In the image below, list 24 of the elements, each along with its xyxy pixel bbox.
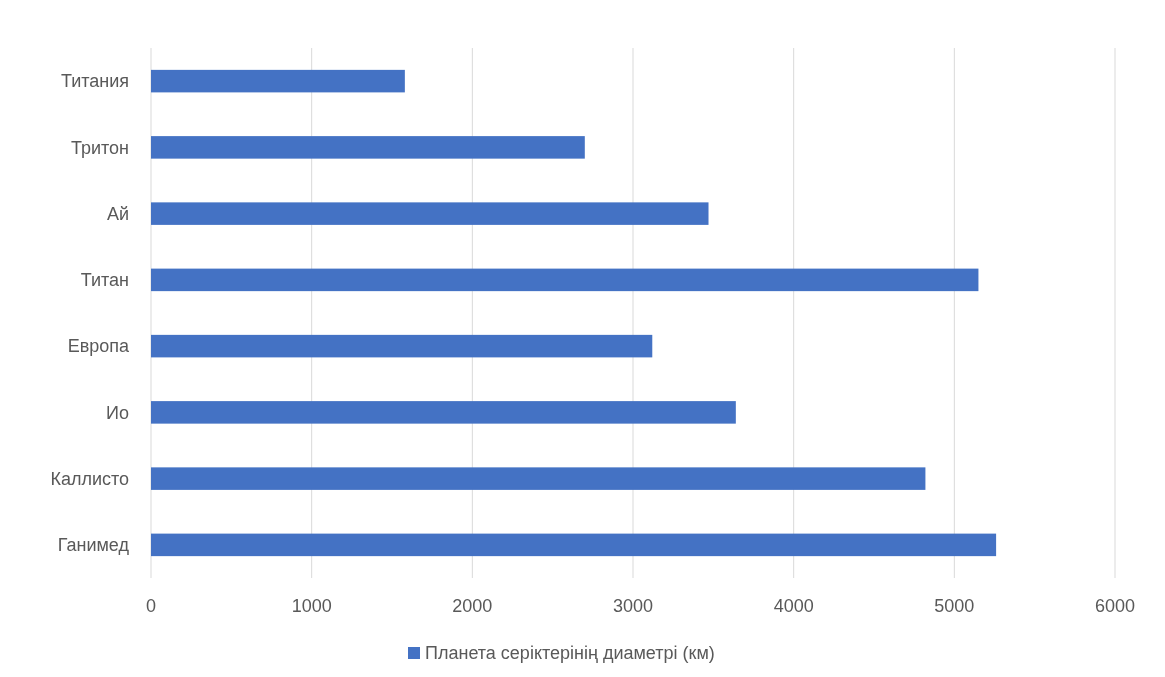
y-tick-label: Ай [106,203,129,224]
bar [151,533,997,557]
bar [151,69,405,93]
y-tick-label: Титан [80,270,129,291]
bar [151,467,926,490]
y-tick-label: Ио [106,402,129,423]
x-tick-label: 3000 [612,596,654,616]
bar [151,401,736,424]
x-tick-label: 6000 [1094,596,1136,616]
x-tick-label: 5000 [934,596,975,616]
x-tick-label: 2000 [452,596,493,616]
x-tick-label: 0 [145,596,157,616]
x-tick-label: 4000 [773,596,814,616]
bar [151,202,709,225]
legend-label: Планета серіктерінің диаметрі (км) [425,643,715,664]
y-tick-label: Тритон [70,137,129,158]
y-tick-label: Европа [67,336,130,357]
x-tick-label: 1000 [291,596,332,616]
y-tick-label: Титания [60,71,129,92]
y-tick-label: Каллисто [50,468,129,489]
bar [151,268,979,292]
y-tick-label: Ганимед [57,535,130,556]
bar [151,136,585,159]
bar [151,334,653,358]
